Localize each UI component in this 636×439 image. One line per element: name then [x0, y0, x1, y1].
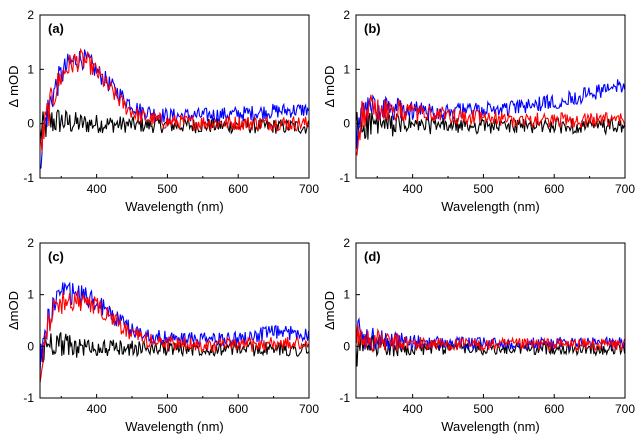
plot-frame: [39, 14, 310, 179]
plot-frame: [39, 242, 310, 399]
panel-label: (c): [48, 249, 64, 264]
y-tick-label: -1: [339, 171, 350, 185]
y-tick-label: 2: [343, 8, 350, 22]
series-line-black: [356, 108, 625, 140]
x-tick-label: 700: [615, 402, 635, 416]
x-tick-label: 500: [473, 182, 493, 196]
y-tick-label: 0: [343, 117, 350, 131]
series-line-blue: [356, 79, 625, 149]
y-tick-label: 1: [343, 288, 350, 302]
x-tick-label: 700: [299, 182, 319, 196]
chart-panel: 400 500 600 700 -1 0 1 2 Wavelength (nm) Δ mOD (a): [6, 8, 319, 214]
panel-label: (d): [364, 249, 381, 264]
x-tick-label: 600: [544, 402, 564, 416]
y-axis-title: ΔmOD: [322, 291, 337, 330]
y-axis-title: Δ mOD: [6, 66, 21, 108]
series-line-black: [40, 109, 309, 141]
y-tick-label: -1: [339, 391, 350, 405]
panel-label: (a): [48, 21, 64, 36]
y-tick-label: 0: [343, 339, 350, 353]
series-line-blue: [40, 281, 309, 377]
x-axis-title: Wavelength (nm): [125, 419, 224, 434]
x-tick-label: 700: [615, 182, 635, 196]
x-tick-label: 600: [228, 402, 248, 416]
y-axis-title: ΔmOD: [6, 291, 21, 330]
series-line-red: [40, 290, 309, 384]
x-tick-label: 400: [403, 402, 423, 416]
y-tick-label: 1: [27, 62, 34, 76]
chart-panel: 400 500 600 700 -1 0 1 2 Wavelength (nm) ΔmOD (d): [322, 236, 635, 434]
x-axis-title: Wavelength (nm): [125, 199, 224, 214]
x-tick-label: 600: [228, 182, 248, 196]
y-tick-label: 1: [27, 288, 34, 302]
chart-panel: 400 500 600 700 -1 0 1 2 Wavelength (nm) ΔmOD (c): [6, 236, 319, 434]
y-tick-label: 2: [343, 236, 350, 250]
series-line-blue: [40, 49, 309, 170]
x-tick-label: 700: [299, 402, 319, 416]
x-tick-label: 500: [157, 402, 177, 416]
x-tick-label: 500: [157, 182, 177, 196]
y-tick-label: 1: [343, 62, 350, 76]
y-tick-label: 0: [27, 117, 34, 131]
y-tick-label: -1: [23, 391, 34, 405]
x-tick-label: 400: [87, 402, 107, 416]
x-tick-label: 400: [403, 182, 423, 196]
plot-frame: [355, 14, 626, 179]
series-line-red: [356, 324, 625, 354]
x-tick-label: 600: [544, 182, 564, 196]
y-tick-label: -1: [23, 171, 34, 185]
plot-frame: [355, 242, 626, 399]
x-tick-label: 400: [87, 182, 107, 196]
series-line-red: [40, 47, 309, 152]
y-tick-label: 0: [27, 339, 34, 353]
x-axis-title: Wavelength (nm): [441, 419, 540, 434]
x-tick-label: 500: [473, 402, 493, 416]
y-axis-title: Δ mOD: [322, 66, 337, 108]
series-line-red: [356, 94, 625, 157]
chart-panel: 400 500 600 700 -1 0 1 2 Wavelength (nm) Δ mOD (b): [322, 8, 635, 214]
y-tick-label: 2: [27, 236, 34, 250]
x-axis-title: Wavelength (nm): [441, 199, 540, 214]
y-tick-label: 2: [27, 8, 34, 22]
panel-label: (b): [364, 21, 381, 36]
